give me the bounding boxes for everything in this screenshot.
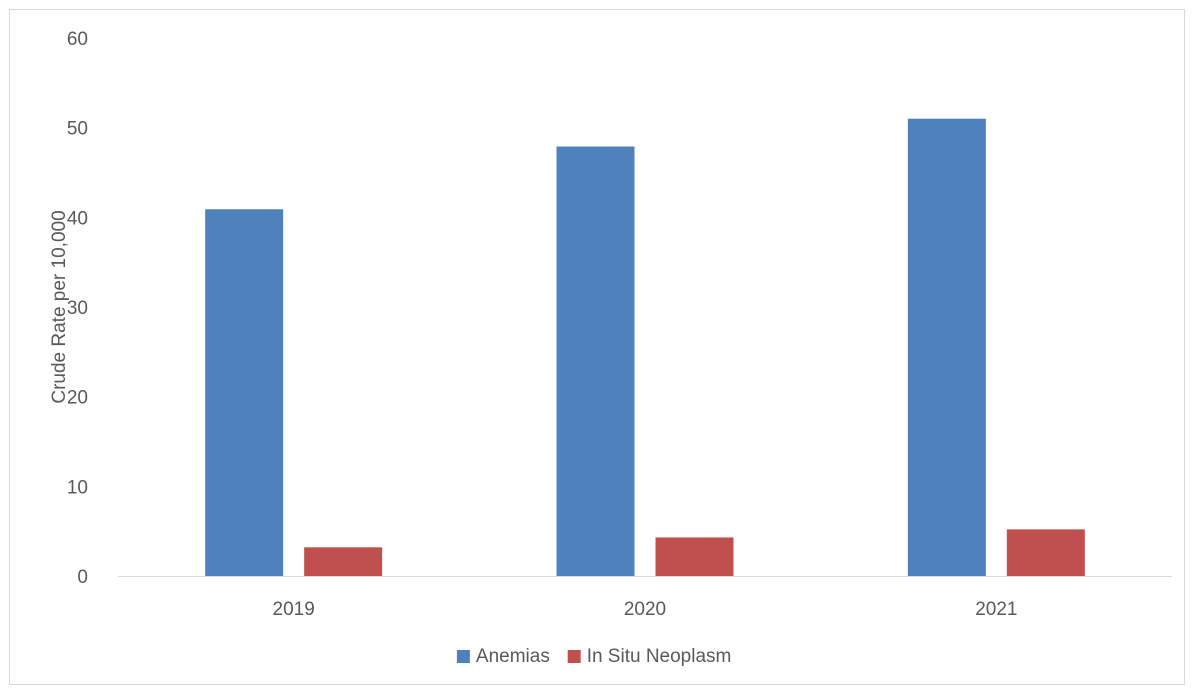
- bar-in-situ-neoplasm-2020: [655, 537, 734, 576]
- legend: Anemias In Situ Neoplasm: [456, 646, 732, 667]
- legend-label: Anemias: [476, 646, 550, 667]
- y-tick-label: 50: [67, 119, 88, 140]
- bar-anemias-2021: [907, 118, 986, 576]
- legend-swatch-in-situ-neoplasm: [567, 650, 581, 663]
- y-tick-label: 10: [67, 477, 88, 498]
- y-tick-label: 20: [67, 388, 88, 409]
- x-tick-label: 2019: [273, 599, 315, 620]
- legend-swatch-anemias: [456, 650, 470, 663]
- bars: [205, 118, 1085, 576]
- y-axis-title: Crude Rate per 10,000: [49, 210, 70, 403]
- y-tick-label: 40: [67, 208, 88, 229]
- x-tick-label: 2021: [975, 599, 1017, 620]
- x-tick-label: 2020: [624, 599, 666, 620]
- bar-in-situ-neoplasm-2019: [304, 547, 383, 576]
- bar-anemias-2020: [556, 146, 635, 576]
- y-axis-ticks: 0 10 20 30 40 50 60: [67, 29, 88, 588]
- y-tick-label: 0: [77, 567, 88, 588]
- bar-anemias-2019: [205, 209, 284, 576]
- bar-in-situ-neoplasm-2021: [1006, 529, 1085, 576]
- legend-label: In Situ Neoplasm: [587, 646, 732, 667]
- x-axis-ticks: 2019 2020 2021: [273, 599, 1018, 620]
- y-tick-label: 60: [67, 29, 88, 50]
- y-tick-label: 30: [67, 298, 88, 319]
